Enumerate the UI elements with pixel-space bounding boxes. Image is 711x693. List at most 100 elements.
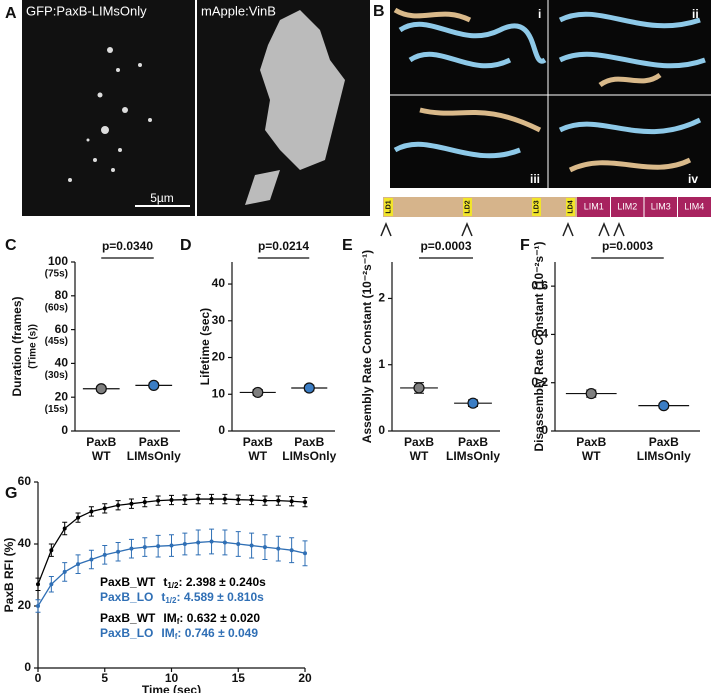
fit-text: : 4.589 ± 0.810s [176,590,264,604]
point [49,548,54,553]
point [89,509,94,514]
point [276,498,281,503]
mean-marker [252,386,264,399]
point [169,497,174,502]
ld-box [566,198,575,216]
y-axis-title: PaxB RFI (%) [2,538,16,613]
point [249,543,254,548]
fit-label: PaxB_LO IMf: 0.746 ± 0.049 [100,626,258,641]
point [169,543,174,548]
x-tick-label: LIMsOnly [282,449,336,463]
point [129,546,134,551]
x-tick-label: PaxB [86,435,116,449]
y-tick-label: 2 [378,291,385,305]
point [129,501,134,506]
panel-label: C [5,237,17,254]
fit-text: t [163,575,167,589]
x-tick-label: LIMsOnly [637,449,691,463]
x-tick-label: PaxB [243,435,273,449]
lim-label: LIM3 [651,201,671,211]
panel-label: D [180,237,192,254]
y-axis-title: Disassembly Rate Constant (10⁻²s⁻¹) [532,241,546,451]
fit-text: 1/2 [165,596,177,605]
point [262,545,267,550]
point [196,497,201,502]
ld-label: LD1 [385,200,392,213]
fit-label: PaxB_WT t1/2: 2.398 ± 0.240s [100,575,266,590]
x-tick-label: PaxB [139,435,169,449]
arrowheads [380,222,625,237]
y-tick-label: 0 [378,423,385,437]
fit-text: PaxB_WT [100,611,156,625]
lim-label: LIM2 [617,201,637,211]
y-tick-label: 0.2 [531,375,548,389]
channel-label: GFP:PaxB-LIMsOnly [26,3,147,18]
mean-marker [303,382,315,394]
view-label: i [538,7,541,21]
p-value: p=0.0340 [102,239,153,253]
ld-label: LD2 [464,200,471,213]
focal-adhesions [68,47,152,182]
ld-box [532,198,541,216]
point [196,540,201,545]
x-tick-label: WT [92,449,111,463]
point [222,540,227,545]
y-tick-label: 20 [55,389,69,403]
ld-label: LD3 [533,200,540,213]
point [142,500,147,505]
y-axis-title: Lifetime (sec) [198,308,212,385]
point [276,546,281,551]
y-tick-label: 60 [55,322,69,336]
y2-tick-label: (15s) [45,404,68,415]
y-tick-label: 20 [18,598,32,612]
point [236,497,241,502]
point [156,498,161,503]
point [116,503,121,508]
panel-label: F [520,237,530,254]
mean-marker [467,397,479,409]
p-value: p=0.0003 [602,239,653,253]
y-tick-label: 1 [378,357,385,371]
x-tick-label: LIMsOnly [127,449,181,463]
y-axis-title: Assembly Rate Constant (10⁻²s⁻¹) [360,250,374,443]
x-axis-title: Time (sec) [142,683,201,693]
point [102,552,107,557]
ld-box [463,198,472,216]
ld-box [384,198,393,216]
view-label: iii [530,172,540,186]
point [36,582,40,587]
point [249,497,254,502]
channel-label: mApple:VinB [201,3,276,18]
scale-label: 5µm [150,191,174,205]
fit-text: PaxB_LO [100,626,153,640]
y2-tick-label: (60s) [45,302,68,313]
x-tick-label: 0 [35,671,42,685]
mean-marker [413,382,425,394]
y-tick-label: 0.4 [531,327,548,341]
point [209,539,214,544]
fit-label: PaxB_LO t1/2: 4.589 ± 0.810s [100,590,264,605]
y-tick-label: 0 [24,660,31,674]
p-value: p=0.0003 [420,239,471,253]
point [209,497,214,502]
point [156,544,161,549]
x-tick-label: WT [248,449,267,463]
x-tick-label: PaxB [649,435,679,449]
y-tick-label: 10 [212,386,226,400]
mean-marker [585,387,597,400]
point [76,562,81,567]
mean-marker [658,400,670,412]
x-tick-label: WT [410,449,429,463]
point [62,569,67,574]
point [222,497,227,502]
view-label: ii [692,7,699,21]
y-tick-label: 40 [55,356,69,370]
point [49,582,54,587]
panel-label: B [373,3,385,20]
x-tick-label: 15 [232,671,246,685]
point [289,548,294,553]
point [262,498,267,503]
y-tick-label: 0.6 [531,278,548,292]
fit-text: t [161,590,165,604]
